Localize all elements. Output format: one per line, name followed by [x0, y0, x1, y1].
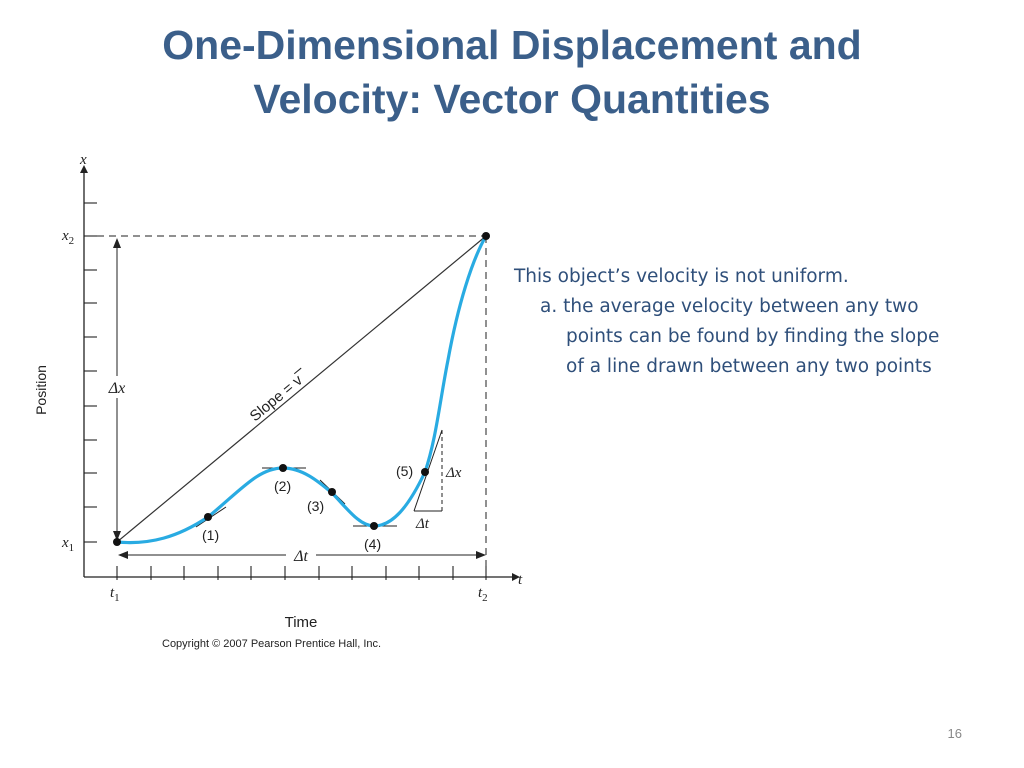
x2-label: x2: [61, 228, 74, 247]
title-line-1: One-Dimensional Displacement and: [162, 22, 862, 68]
delta-t-arrowhead-right: [476, 551, 486, 559]
notes-line-4: of a line drawn between any two points: [566, 356, 932, 377]
delta-t-label: Δt: [293, 548, 308, 565]
y-axis-variable: x: [79, 152, 87, 168]
point-label-2: (2): [274, 478, 291, 494]
x-axis-variable: t: [518, 572, 523, 588]
curve-points: [113, 232, 490, 546]
small-delta-x-label: Δx: [445, 465, 462, 481]
delta-x-arrowhead-top: [113, 238, 121, 248]
average-velocity-line: [116, 235, 487, 543]
point-label-5: (5): [396, 463, 413, 479]
y-axis-arrow: [80, 165, 88, 173]
delta-x-arrowhead-bottom: [113, 531, 121, 541]
notes-text: This object’s velocity is not uniform. a…: [514, 262, 1004, 382]
copyright-notice: Copyright © 2007 Pearson Prentice Hall, …: [162, 638, 381, 650]
point-label-1: (1): [202, 527, 219, 543]
notes-line-2: a. the average velocity between any two: [540, 296, 919, 317]
notes-line-1: This object’s velocity is not uniform.: [514, 266, 849, 287]
y-axis-title: Position: [33, 365, 49, 415]
slide-title: One-Dimensional Displacement and Velocit…: [40, 18, 984, 126]
t2-label: t2: [478, 585, 488, 604]
small-delta-t-label: Δt: [415, 516, 430, 532]
v-bar: [293, 367, 302, 375]
y-axis-ticks: [84, 202, 97, 543]
x1-label: x1: [61, 535, 74, 554]
x-axis-title: Time: [285, 614, 318, 631]
page-number: 16: [947, 726, 962, 741]
point-label-4: (4): [364, 536, 381, 552]
delta-x-label: Δx: [108, 380, 126, 397]
t1-label: t1: [110, 585, 120, 604]
slope-label: Slope = v: [247, 371, 307, 425]
point-label-3: (3): [307, 498, 324, 514]
notes-line-3: points can be found by finding the slope: [566, 326, 940, 347]
x-axis-ticks: [116, 566, 487, 580]
x-axis-arrow: [512, 573, 520, 581]
delta-t-arrowhead-left: [118, 551, 128, 559]
title-line-2: Velocity: Vector Quantities: [253, 76, 771, 122]
position-curve: [116, 235, 488, 545]
